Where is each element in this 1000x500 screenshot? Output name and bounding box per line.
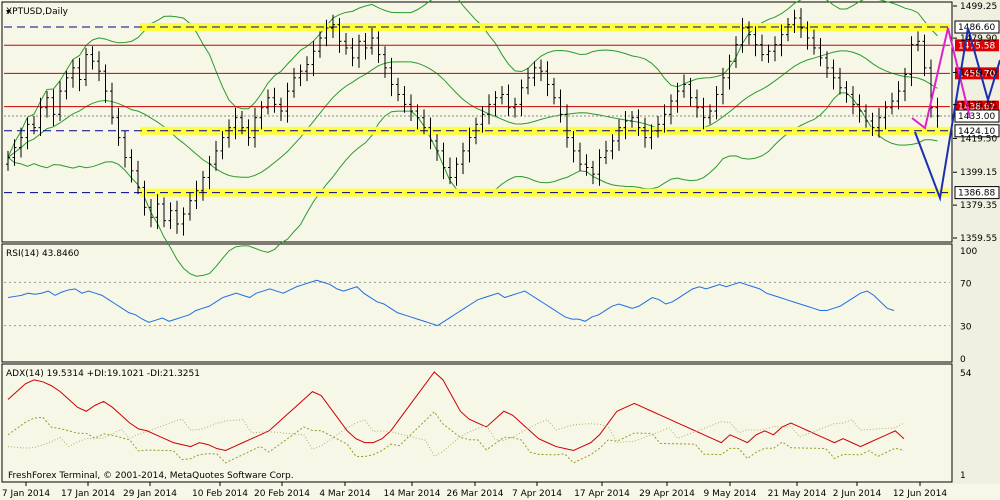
time-tick-label: 29 Apr 2014 — [639, 489, 695, 499]
price-tick-label: 1479.90 — [960, 34, 997, 44]
forecast-projection-line — [914, 27, 1000, 202]
price-tick-label: 1439.85 — [960, 101, 997, 111]
adx-tick-label: 54 — [960, 369, 972, 379]
price-tick-label: 1399.15 — [960, 168, 997, 178]
level-price-label: 1433.00 — [958, 112, 995, 122]
price-pane-title: XPTUSD,Daily — [6, 7, 69, 17]
rsi-tick-label: 100 — [960, 247, 977, 257]
level-price-tag — [954, 124, 1000, 138]
level-price-label: 1386.88 — [958, 189, 995, 199]
time-tick-label: 2 Jun 2014 — [833, 489, 882, 499]
rsi-tick-label: 70 — [960, 279, 972, 289]
level-price-label: 1424.10 — [958, 127, 995, 137]
price-tick-label: 1459.20 — [960, 69, 997, 79]
price-tick-label: 1379.35 — [960, 201, 997, 211]
adx-pane-title: ADX(14) 19.5314 +DI:19.1021 -DI:21.3251 — [6, 369, 200, 379]
minus-di-line — [7, 418, 905, 457]
level-price-label: 1438.67 — [958, 103, 995, 113]
adx-line — [7, 371, 905, 452]
level-price-tag — [954, 109, 1000, 123]
time-tick-label: 7 Jan 2014 — [2, 489, 50, 499]
time-tick-label: 21 May 2014 — [768, 489, 827, 499]
level-price-label: 1486.60 — [958, 23, 995, 33]
time-tick-label: 4 Mar 2014 — [319, 489, 371, 499]
time-tick-label: 29 Jan 2014 — [123, 489, 177, 499]
time-tick-label: 9 May 2014 — [704, 489, 757, 499]
band-outer-line — [7, 0, 938, 158]
level-price-tag — [955, 67, 999, 80]
copyright-footer: FreshForex Terminal, © 2001-2014, MetaQu… — [8, 471, 294, 481]
price-pane[interactable] — [1, 1, 953, 243]
price-tick-label: 1359.55 — [960, 234, 997, 244]
adx-tick-label: 1 — [960, 471, 966, 481]
time-tick-label: 17 Apr 2014 — [574, 489, 630, 499]
time-tick-label: 7 Apr 2014 — [512, 489, 562, 499]
time-tick-label: 12 Jun 2014 — [893, 489, 947, 499]
time-tick-label: 26 Mar 2014 — [446, 489, 503, 499]
time-tick-label: 20 Feb 2014 — [254, 489, 310, 499]
time-tick-label: 14 Mar 2014 — [383, 489, 440, 499]
time-tick-label: 10 Feb 2014 — [192, 489, 248, 499]
rsi-tick-label: 0 — [960, 355, 966, 365]
price-tick-label: 1499.25 — [960, 2, 997, 12]
level-price-label: 1458.70 — [958, 69, 995, 79]
level-price-label: 1475.58 — [958, 41, 995, 51]
rsi-pane-title: RSI(14) 43.8460 — [6, 249, 79, 259]
plus-di-line — [7, 411, 905, 464]
rsi-line — [7, 279, 895, 327]
level-price-tag — [954, 20, 1000, 34]
rsi-pane[interactable] — [1, 243, 953, 363]
rsi-tick-label: 30 — [960, 323, 972, 333]
level-price-tag — [954, 186, 1000, 200]
price-tick-label: 1419.50 — [960, 134, 997, 144]
forecast-projection-line — [911, 27, 971, 130]
time-tick-label: 17 Jan 2014 — [61, 489, 115, 499]
symbol-marker-icon — [6, 10, 11, 14]
